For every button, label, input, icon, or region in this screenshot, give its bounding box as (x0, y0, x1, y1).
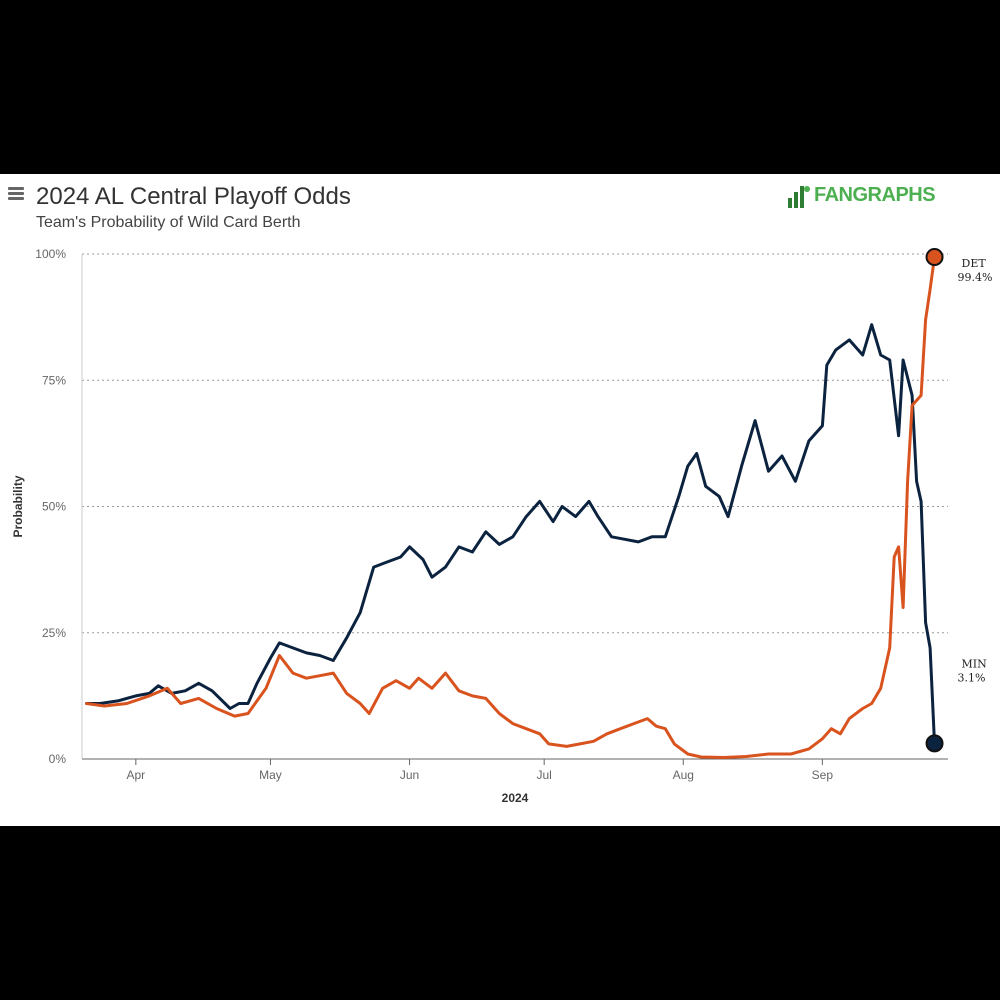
y-axis-title: Probability (11, 475, 25, 537)
series-line-min (85, 323, 936, 745)
series-line-det (85, 255, 936, 759)
hamburger-menu-icon[interactable] (8, 187, 24, 201)
logo-text: FANGRAPHS (814, 184, 936, 206)
series-lines (85, 255, 936, 759)
x-tick-label: Apr (127, 768, 146, 782)
end-marker-min[interactable] (925, 734, 944, 753)
y-tick-label: 75% (42, 373, 66, 387)
series-value-label: 3.1% (958, 671, 986, 684)
grid-lines (82, 253, 948, 634)
series-value-label: 99.4% (958, 271, 993, 284)
chart-panel: 2024 AL Central Playoff Odds Team's Prob… (0, 174, 1000, 826)
x-tick-labels: Apr May Jun Jul Aug Sep (127, 759, 834, 782)
y-tick-label: 0% (49, 752, 67, 766)
x-tick-label: Sep (812, 768, 834, 782)
x-tick-label: Jun (400, 768, 419, 782)
chart-subtitle: Team's Probability of Wild Card Berth (36, 214, 301, 231)
series-name-label: MIN (962, 657, 988, 670)
x-tick-label: Jul (536, 768, 551, 782)
y-tick-label: 100% (35, 247, 66, 261)
axes (81, 254, 948, 760)
y-tick-label: 25% (42, 626, 66, 640)
y-tick-labels: 0% 25% 50% 75% 100% (35, 247, 66, 766)
fangraphs-logo-icon (788, 186, 810, 208)
x-tick-label: May (259, 768, 282, 782)
chart-title: 2024 AL Central Playoff Odds (36, 183, 351, 210)
line-chart: 0%25%50%75%100% Apr May Jun Jul Aug Sep 2024 … (11, 247, 993, 805)
y-tick-label: 50% (42, 500, 66, 514)
x-axis-title: 2024 (502, 791, 529, 805)
x-tick-label: Aug (673, 768, 694, 782)
end-marker-det[interactable] (925, 248, 944, 267)
series-name-label: DET (962, 257, 987, 270)
